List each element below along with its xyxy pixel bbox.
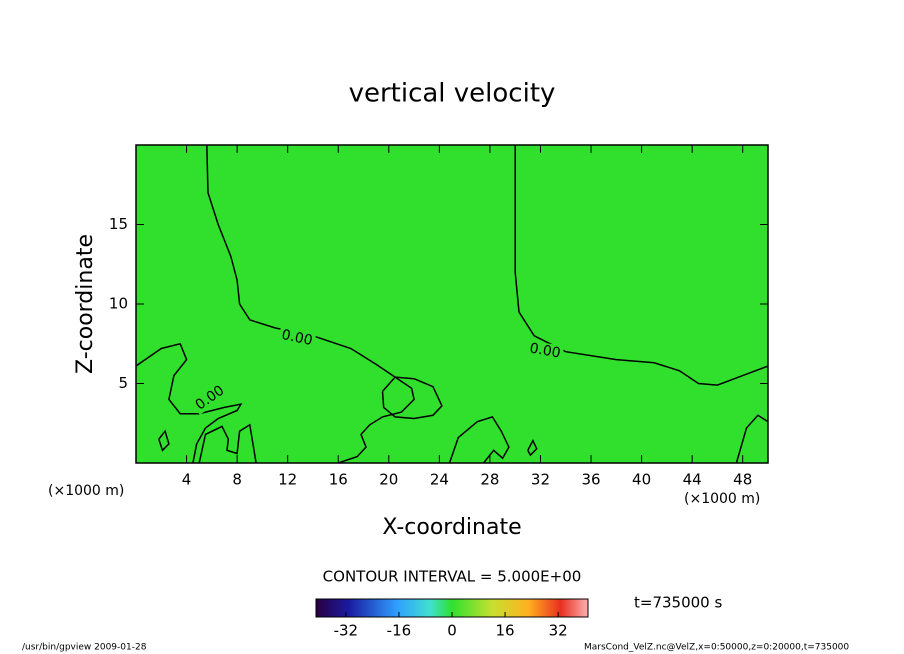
contour-line <box>381 376 443 420</box>
x-tick-label: 40 <box>632 471 651 489</box>
x-tick-label: 44 <box>683 471 702 489</box>
x-tick-label: 20 <box>379 471 398 489</box>
contour-line <box>198 423 257 464</box>
y-tick-label: 15 <box>109 215 128 233</box>
x-axis-label: X-coordinate <box>382 515 521 540</box>
colorbar-tick-label: 0 <box>447 622 457 640</box>
contour-line <box>514 145 769 386</box>
y-axis-label: Z-coordinate <box>73 234 98 374</box>
footer-left: /usr/bin/gpview 2009-01-28 <box>22 643 147 653</box>
contour-line <box>735 414 769 464</box>
footer-right: MarsCond_VelZ.nc@VelZ,x=0:50000,z=0:2000… <box>584 643 849 653</box>
contour-label-bg <box>190 381 230 415</box>
colorbar-tick-label: -16 <box>387 622 412 640</box>
contour-interval: CONTOUR INTERVAL = 5.000E+00 <box>323 568 582 586</box>
y-tick-label: 5 <box>118 374 128 392</box>
contour-label: 0.00 <box>280 327 314 349</box>
contour-line <box>527 439 538 457</box>
colorbar-tick-label: -32 <box>334 622 359 640</box>
contour-label: 0.00 <box>528 340 561 361</box>
contour-label-bg <box>525 339 565 363</box>
x-tick-label: 28 <box>480 471 499 489</box>
time-label: t=735000 s <box>634 594 722 612</box>
contour-line <box>448 416 510 464</box>
x-tick-label: 12 <box>278 471 297 489</box>
colorbar-tick-label: 16 <box>496 622 515 640</box>
x-tick-label: 48 <box>733 471 752 489</box>
x-tick-label: 8 <box>232 471 242 489</box>
contour-line <box>206 144 415 464</box>
x-tick-label: 32 <box>531 471 550 489</box>
contour-line <box>158 429 170 452</box>
colorbar-tick-label: 32 <box>549 622 568 640</box>
y-unit: (×1000 m) <box>48 483 124 499</box>
field <box>136 145 768 463</box>
x-tick-label: 24 <box>430 471 449 489</box>
x-tick-label: 4 <box>182 471 192 489</box>
chart-title: vertical velocity <box>349 79 556 109</box>
x-unit: (×1000 m) <box>684 491 760 507</box>
x-tick-label: 16 <box>329 471 348 489</box>
y-tick-label: 10 <box>109 295 128 313</box>
contour-label-bg <box>277 326 317 350</box>
x-tick-label: 36 <box>581 471 600 489</box>
